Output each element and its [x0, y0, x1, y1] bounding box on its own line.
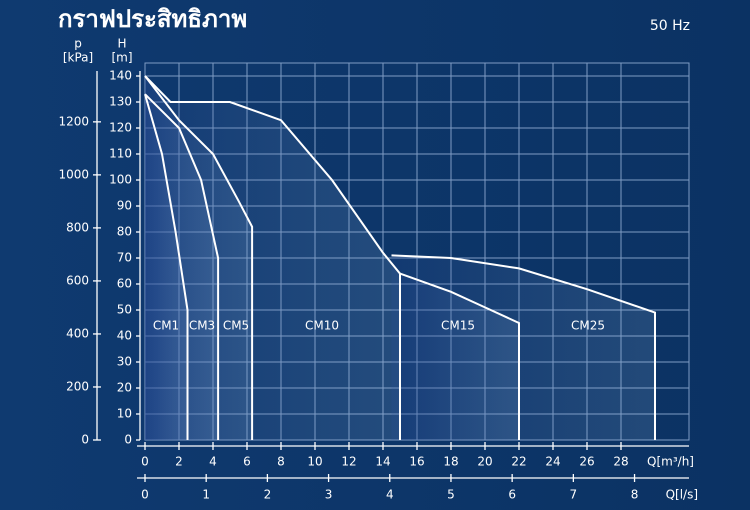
area-fill [145, 76, 400, 440]
x-tick-label: 4 [209, 455, 217, 469]
x2-axis-label: Q[l/s] [666, 488, 698, 502]
x-tick-label: 12 [341, 455, 356, 469]
x-tick-label: 26 [579, 455, 594, 469]
x-axis-label: Q[m³/h] [647, 455, 694, 469]
x2-tick-label: 2 [264, 488, 272, 502]
y-tick-label: 100 [109, 173, 132, 187]
x-tick-label: 0 [141, 455, 149, 469]
performance-curve [399, 272, 520, 440]
y-tick-label: 130 [109, 95, 132, 109]
y2-tick-label: 1200 [58, 114, 89, 128]
y-tick-label: 140 [109, 69, 132, 83]
y-tick-label: 40 [117, 329, 132, 343]
x-tick-label: 28 [613, 455, 628, 469]
y-tick-label: 110 [109, 147, 132, 161]
y-tick-label: 70 [117, 251, 132, 265]
performance-curve [144, 75, 254, 440]
y-tick-label: 120 [109, 121, 132, 135]
x2-tick-label: 8 [631, 488, 639, 502]
area-fill [391, 255, 655, 440]
performance-curve [144, 93, 220, 440]
y2-axis-label: p [74, 37, 82, 51]
x-tick-label: 10 [307, 455, 322, 469]
x2-tick-label: 3 [325, 488, 333, 502]
y-axis-unit: [m] [111, 51, 132, 65]
series-label: CM10 [305, 319, 339, 333]
x-tick-label: 24 [545, 455, 560, 469]
series-label: CM3 [189, 319, 215, 333]
x-tick-label: 6 [243, 455, 251, 469]
x2-tick-label: 6 [508, 488, 516, 502]
y2-tick-label: 800 [66, 220, 89, 234]
y-tick-label: 10 [117, 407, 132, 421]
x2-tick-label: 1 [202, 488, 210, 502]
y2-tick-label: 0 [81, 433, 89, 447]
x-tick-label: 18 [443, 455, 458, 469]
x-tick-label: 8 [277, 455, 285, 469]
performance-curve [144, 75, 401, 440]
y2-axis-unit: [kPa] [63, 51, 93, 65]
y-tick-label: 0 [124, 433, 132, 447]
series-label: CM5 [223, 319, 249, 333]
y2-tick-label: 200 [66, 379, 89, 393]
y-axis-label: H [117, 37, 126, 51]
y-tick-label: 90 [117, 199, 132, 213]
y2-tick-label: 400 [66, 326, 89, 340]
x-tick-label: 22 [511, 455, 526, 469]
x2-tick-label: 5 [447, 488, 455, 502]
y-tick-label: 60 [117, 277, 132, 291]
performance-curve [144, 93, 189, 440]
y-tick-label: 20 [117, 381, 132, 395]
y2-tick-label: 1000 [58, 167, 89, 181]
x2-tick-label: 4 [386, 488, 394, 502]
chart-title: กราฟประสิทธิภาพ [58, 5, 247, 33]
series-label: CM25 [571, 319, 605, 333]
y-tick-label: 80 [117, 225, 132, 239]
performance-curve [391, 254, 656, 440]
x-tick-label: 2 [175, 455, 183, 469]
x-tick-label: 14 [375, 455, 390, 469]
x-tick-label: 16 [409, 455, 424, 469]
y-tick-label: 30 [117, 355, 132, 369]
y2-tick-label: 600 [66, 273, 89, 287]
series-label: CM1 [153, 319, 179, 333]
x2-tick-label: 0 [141, 488, 149, 502]
frequency-label: 50 Hz [650, 18, 690, 34]
x2-tick-label: 7 [570, 488, 578, 502]
x-tick-label: 20 [477, 455, 492, 469]
y-tick-label: 50 [117, 303, 132, 317]
series-label: CM15 [441, 319, 475, 333]
